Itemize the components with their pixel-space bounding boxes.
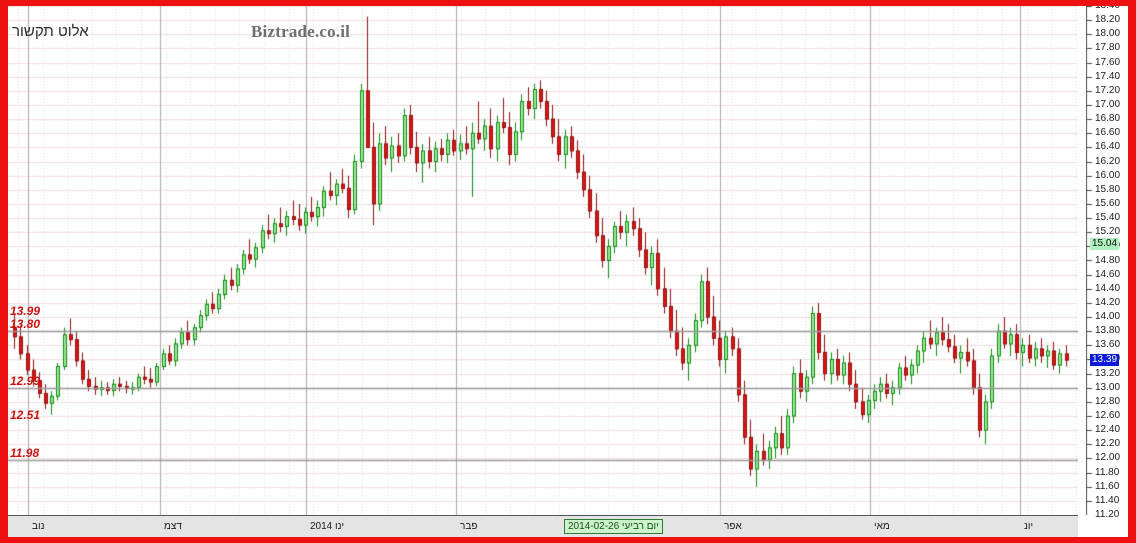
price-tick-label: 12.60 (1095, 410, 1121, 422)
price-tick-label: 14.60 (1095, 268, 1121, 280)
chart-inner: אלוט תקשור Biztrade.co.il 13.99 13.80 12.9… (8, 6, 1128, 537)
price-tick-label: 17.60 (1095, 56, 1121, 68)
price-tick-label: 12.40 (1095, 424, 1121, 436)
date-axis-label: נוב (32, 521, 45, 532)
price-tick-label: 13.20 (1095, 367, 1121, 379)
price-tick-label: 13.60 (1095, 339, 1121, 351)
price-level-label: 13.80 (10, 317, 41, 332)
date-axis-label: דצמ (164, 521, 182, 532)
price-tick-label: 14.80 (1095, 254, 1121, 266)
price-tick-label: 17.00 (1095, 98, 1121, 110)
price-tick-label: 18.00 (1095, 28, 1121, 40)
price-level-label: 12.51 (10, 408, 41, 423)
price-tick-label: 18.40 (1095, 6, 1120, 11)
price-tick-label: 12.80 (1095, 395, 1121, 407)
date-axis-label: אפר (724, 521, 742, 532)
price-plot-area[interactable]: אלוט תקשור Biztrade.co.il 13.99 13.80 12.9… (8, 6, 1078, 515)
price-tick-label: 17.20 (1095, 84, 1121, 96)
price-tick-label: 12.00 (1095, 452, 1121, 464)
price-level-label: 11.98 (10, 445, 40, 460)
price-tick-label: 13.00 (1095, 381, 1121, 393)
price-tick-label: 14.00 (1095, 311, 1121, 323)
price-tick-label: 11.20 (1095, 509, 1120, 520)
price-tick-label: 14.20 (1095, 296, 1121, 308)
price-tick-label: 16.60 (1095, 127, 1121, 139)
price-tick-label: 14.40 (1095, 282, 1121, 294)
last-price-badge: 13.39 (1090, 354, 1120, 367)
date-axis-label: מאי (874, 521, 890, 532)
price-tick-label: 17.80 (1095, 42, 1121, 54)
selected-date-badge: יום רביעי 2014-02-26 (564, 519, 663, 534)
price-tick-label: 11.60 (1095, 480, 1120, 492)
price-tick-label: 13.80 (1095, 325, 1121, 337)
date-axis-label: יונ (1024, 521, 1034, 532)
price-level-label: 12.99 (10, 374, 41, 389)
level-lines-canvas (8, 6, 1078, 515)
price-axis[interactable]: 18.40 18.20 18.00 17.80 17.60 17.40 17.20 17.00… (1086, 6, 1128, 520)
price-tick-label: 18.20 (1095, 14, 1121, 26)
price-tick-label: 11.80 (1095, 466, 1120, 478)
date-axis-label: פבר (460, 521, 478, 532)
date-axis[interactable]: נוב דצמ ינו 2014 פבר אפר מאי יונ יום רביעי 201… (8, 515, 1078, 537)
price-tick-label: 16.40 (1095, 141, 1121, 153)
date-axis-label: ינו 2014 (310, 521, 345, 532)
price-tick-label: 15.80 (1095, 183, 1121, 195)
price-tick-label: 16.00 (1095, 169, 1121, 181)
price-tick-label: 15.40 (1095, 212, 1121, 224)
price-highlight-badge: 15.04 (1090, 237, 1120, 250)
price-tick-label: 12.20 (1095, 438, 1121, 450)
chart-title: אלוט תקשור (12, 23, 89, 40)
watermark-label: Biztrade.co.il (251, 22, 351, 41)
price-tick-label: 11.40 (1095, 494, 1120, 506)
price-tick-label: 15.20 (1095, 226, 1121, 238)
price-tick-label: 15.60 (1095, 197, 1121, 209)
price-tick-label: 16.20 (1095, 155, 1121, 167)
price-axis-ticks (1086, 6, 1128, 515)
price-level-label: 13.99 (10, 303, 41, 318)
price-tick-label: 16.80 (1095, 113, 1121, 125)
price-tick-label: 17.40 (1095, 70, 1121, 82)
